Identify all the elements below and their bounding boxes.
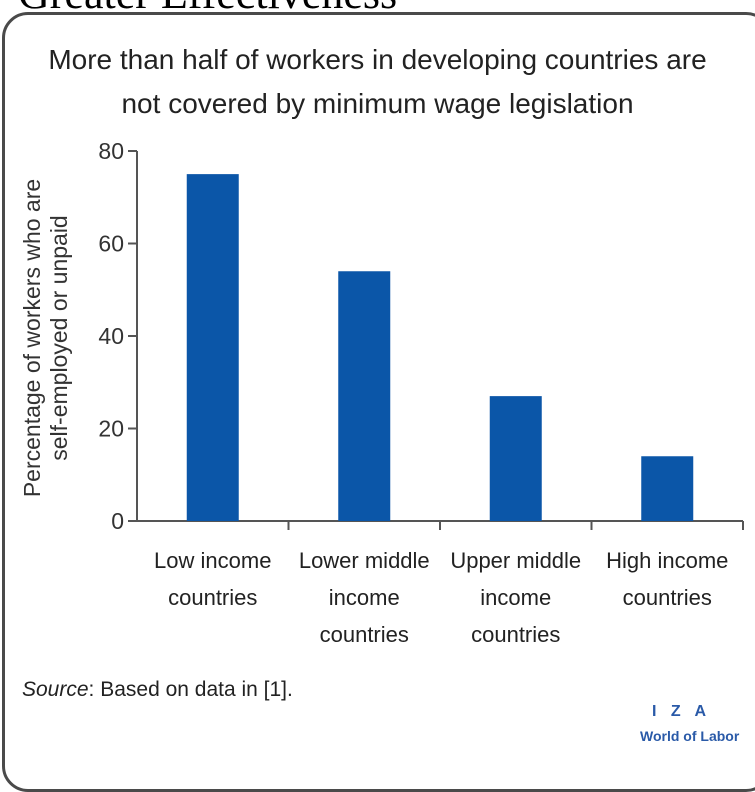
logo-world-of-labor-text: World of Labor [640, 728, 740, 744]
chart-title-line-1: More than half of workers in developing … [48, 44, 707, 75]
x-category-label: High income countries [606, 548, 728, 610]
x-category-label-line: Upper middle [450, 548, 581, 573]
chart-title: More than half of workers in developing … [0, 38, 755, 126]
x-category-label-line: income [329, 585, 400, 610]
page-heading: Greater Effectiveness [18, 0, 397, 16]
x-category-label: Low income countries [154, 548, 271, 610]
source-note: Source: Based on data in [1]. [22, 678, 293, 702]
source-text: : Based on data in [1]. [88, 678, 293, 701]
x-category-label-line: High income [606, 548, 728, 573]
iza-logo: I Z A World of Labor [640, 703, 739, 745]
bar-2 [338, 271, 391, 521]
x-category-label-line: Lower middle [299, 548, 430, 573]
y-tick-label: 40 [98, 323, 124, 349]
bar-4 [641, 456, 694, 521]
bar-3 [489, 396, 542, 521]
x-category-label-line: Low income [154, 548, 271, 573]
y-tick-label: 0 [111, 508, 124, 534]
x-category-label-line: countries [471, 622, 560, 647]
chart-title-line-2: not covered by minimum wage legislation [121, 88, 634, 119]
bar-1 [186, 174, 239, 521]
source-label: Source [22, 678, 89, 701]
logo-iza-text: I Z A [652, 703, 712, 720]
x-category-label: Upper middle income countries [450, 548, 581, 647]
y-tick-label: 60 [98, 231, 124, 257]
y-tick-label: 80 [98, 138, 124, 164]
x-category-label-line: countries [623, 585, 712, 610]
x-category-label-line: income [480, 585, 551, 610]
x-category-label-line: countries [168, 585, 257, 610]
y-tick-label: 20 [98, 416, 124, 442]
x-category-label-line: countries [320, 622, 409, 647]
x-category-label: Lower middle income countries [299, 548, 430, 647]
